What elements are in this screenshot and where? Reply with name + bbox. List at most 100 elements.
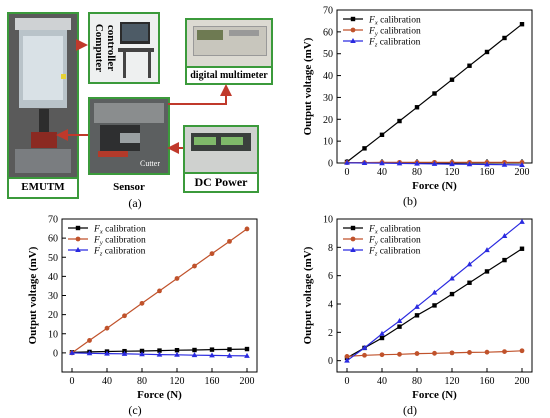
data-point-y (122, 313, 127, 319)
data-point-z (139, 351, 145, 357)
data-point-y (519, 348, 525, 354)
data-point-y (174, 276, 180, 281)
xtick-label: 120 (445, 376, 460, 387)
data-point-y (139, 300, 145, 306)
data-point-z (156, 351, 163, 357)
data-point-z (361, 344, 368, 350)
data-point-x (449, 77, 455, 82)
cutter-label: Cutter (140, 159, 160, 168)
data-point-y (397, 351, 402, 357)
data-point-z (121, 350, 128, 356)
data-point-z (69, 349, 75, 355)
data-point-z (501, 233, 508, 238)
data-point-y (192, 263, 197, 269)
data-point-z (431, 289, 438, 295)
data-point-z (484, 161, 490, 167)
emutm-label: EMUTM (21, 181, 65, 193)
data-point-z (379, 160, 385, 166)
data-point-z (174, 351, 180, 357)
xtick-label: 80 (412, 167, 422, 178)
data-point-z (501, 161, 508, 167)
y-axis-label: Output voltage (mV) (302, 246, 314, 344)
legend-marker (350, 38, 356, 43)
chart-c: 0 10 20 30 40 50 60 70 0 40 80 120 160 200 Force (N) Ou… (27, 215, 258, 417)
xtick-label: 0 (345, 167, 350, 178)
legend-label-0: Fx calibration (368, 16, 421, 27)
xtick-label: 40 (377, 376, 387, 387)
ytick-label: 40 (323, 71, 333, 82)
xtick-label: 80 (412, 376, 422, 387)
data-point-x (209, 347, 215, 352)
xtick-label: 200 (515, 167, 530, 178)
data-point-y (379, 352, 385, 358)
data-point-x (502, 257, 507, 263)
chart-d: 0 2 4 6 8 10 0 40 80 120 160 200 Force (N) Output vol… (302, 215, 533, 417)
dcpower-label: DC Power (194, 175, 248, 189)
ytick-label: 10 (48, 329, 58, 340)
ytick-label: 20 (48, 310, 58, 321)
data-point-z (226, 352, 233, 358)
legend-marker (350, 27, 356, 33)
data-point-x (379, 335, 385, 341)
panel-a: EMUTM Computer controller digital multim… (0, 0, 275, 210)
legend-marker (350, 247, 356, 252)
legend-marker (75, 225, 81, 231)
data-point-z (414, 160, 420, 166)
data-point-z (244, 352, 250, 358)
legend-label-1: Fy calibration (368, 236, 421, 247)
ytick-label: 10 (323, 215, 333, 226)
ytick-label: 0 (328, 356, 333, 367)
data-point-x (379, 132, 385, 138)
legend-marker (75, 236, 81, 242)
legend-marker (350, 225, 356, 231)
legend-marker (350, 16, 356, 22)
data-point-x (157, 348, 162, 353)
xtick-label: 120 (445, 167, 460, 178)
data-point-x (397, 118, 402, 124)
xtick-label: 200 (515, 376, 530, 387)
legend-label-2: Fz calibration (368, 247, 421, 258)
panel-caption: (d) (403, 403, 417, 417)
dcpower-photo (183, 125, 259, 174)
data-point-x (139, 348, 145, 354)
plot-frame (336, 9, 533, 164)
data-point-z (484, 247, 490, 253)
data-point-x (502, 35, 507, 41)
legend-label-2: Fz calibration (368, 38, 421, 49)
chart-b: 0 10 20 30 40 50 60 70 0 40 80 120 160 200 Force (N) Ou… (302, 6, 533, 208)
ytick-label: 30 (323, 93, 333, 104)
ytick-label: 60 (323, 27, 333, 38)
data-point-y (484, 349, 490, 355)
data-point-z (379, 330, 385, 336)
ytick-label: 40 (48, 272, 58, 283)
arrow-sensor-to-multimeter (168, 84, 232, 105)
emutm-label-box (7, 177, 79, 199)
xtick-label: 160 (480, 376, 495, 387)
y-axis-label: Output voltage (mV) (27, 246, 39, 344)
xtick-label: 120 (170, 376, 185, 387)
data-point-z (86, 350, 93, 356)
data-point-z (361, 160, 368, 165)
data-point-x (449, 291, 455, 297)
data-point-x (244, 346, 250, 352)
data-point-x (227, 347, 232, 352)
ytick-label: 0 (53, 348, 58, 359)
data-point-z (396, 318, 403, 323)
legend-label-0: Fx calibration (93, 225, 146, 236)
ytick-label: 0 (328, 159, 333, 170)
data-point-x (432, 303, 437, 308)
legend-marker (350, 236, 356, 242)
plot-frame (336, 218, 533, 373)
computer-label: Computer controller (84, 18, 118, 78)
legend-label-1: Fy calibration (368, 27, 421, 38)
ytick-label: 4 (328, 300, 333, 311)
x-axis-label: Force (N) (412, 389, 457, 401)
computer-photo (88, 12, 160, 84)
data-point-z (104, 350, 110, 356)
data-point-y (449, 350, 455, 356)
data-point-z (431, 160, 438, 166)
data-point-x (467, 63, 472, 68)
xtick-label: 80 (137, 376, 147, 387)
xtick-label: 40 (102, 376, 112, 387)
legend-label-1: Fy calibration (93, 236, 146, 247)
